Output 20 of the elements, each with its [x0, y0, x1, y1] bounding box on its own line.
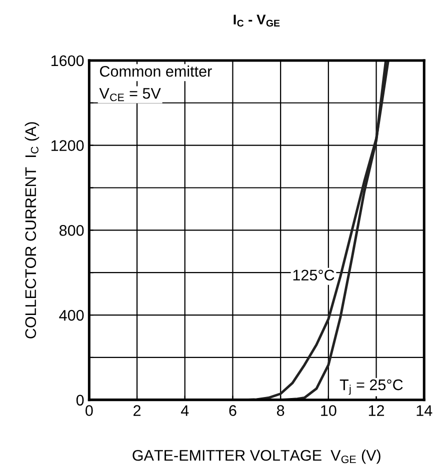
x-tick-label: 0 — [86, 405, 93, 416]
y-tick-label: 1600 — [51, 55, 84, 66]
x-tick-label: 6 — [229, 405, 236, 416]
x-tick-label: 8 — [276, 405, 284, 416]
x-tick-label: 14 — [416, 405, 432, 416]
x-axis-title: GATE-EMITTER VOLTAGE V$_{GE}$ (V) — [132, 450, 380, 464]
y-tick-label: 800 — [59, 225, 84, 236]
y-axis-title: COLLECTOR CURRENT I$_{C}$ (A) — [24, 122, 40, 338]
x-tick-label: 2 — [134, 405, 141, 416]
x-tick-label: 12 — [368, 405, 384, 416]
y-tick-label: 0 — [76, 394, 84, 406]
y-tick-label: 1200 — [51, 140, 84, 151]
annotation: T$_{j}$ = 25°C — [340, 379, 403, 395]
annotation: Common emitter — [100, 66, 212, 77]
y-tick-label: 400 — [59, 310, 84, 321]
x-tick-label: 10 — [321, 405, 336, 416]
chart-title: I$_{C}$ - V$_{GE}$ — [234, 14, 280, 27]
x-tick-label: 4 — [180, 405, 189, 416]
annotation: V$_{CE}$ = 5V — [99, 88, 161, 102]
annotation: 125°C — [293, 270, 334, 281]
